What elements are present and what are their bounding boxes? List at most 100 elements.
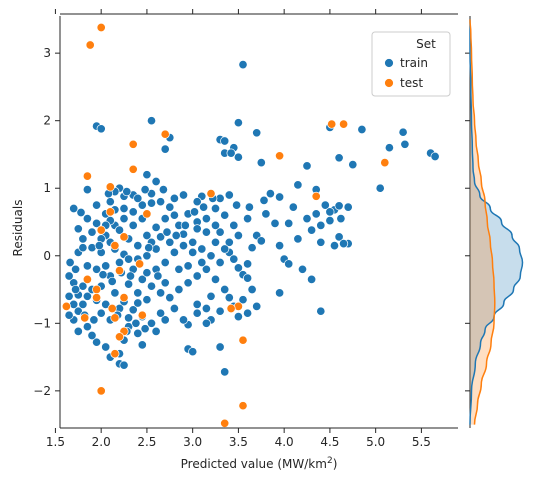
y-axis-ticks: −2 −1 0 1 2 3 <box>33 46 60 398</box>
point-train-23 <box>256 158 266 168</box>
point-train-57 <box>247 243 257 253</box>
point-train-222 <box>165 237 175 247</box>
point-train-58 <box>275 241 285 251</box>
point-test-26 <box>110 313 120 323</box>
point-train-63 <box>233 263 243 273</box>
point-train-54 <box>270 218 280 228</box>
point-train-223 <box>174 264 184 274</box>
point-train-137 <box>206 251 216 261</box>
point-train-180 <box>92 264 102 274</box>
point-train-62 <box>243 259 253 269</box>
point-train-229 <box>229 254 239 264</box>
point-train-29 <box>375 183 385 193</box>
point-train-242 <box>153 271 163 281</box>
point-test-13 <box>105 207 115 217</box>
point-train-24 <box>302 161 312 171</box>
point-train-262 <box>311 209 321 219</box>
point-train-265 <box>140 185 150 195</box>
point-train-127 <box>124 254 134 264</box>
point-train-96 <box>101 342 111 352</box>
point-train-192 <box>160 257 170 268</box>
point-test-24 <box>61 301 71 311</box>
point-train-37 <box>146 189 157 199</box>
point-train-210 <box>78 234 88 244</box>
point-train-190 <box>124 279 134 289</box>
point-test-11 <box>206 189 216 199</box>
point-train-148 <box>119 214 129 224</box>
point-train-246 <box>189 207 200 217</box>
point-train-72 <box>233 312 243 322</box>
point-train-154 <box>133 193 143 203</box>
point-train-227 <box>210 220 221 230</box>
point-train-193 <box>169 247 179 257</box>
point-train-67 <box>238 295 248 305</box>
point-train-256 <box>325 207 335 217</box>
point-train-219 <box>142 268 152 278</box>
point-test-14 <box>142 209 152 219</box>
point-train-218 <box>133 298 143 308</box>
point-train-83 <box>275 288 285 298</box>
point-train-217 <box>124 313 134 323</box>
point-test-35 <box>238 401 248 411</box>
point-test-23 <box>119 293 129 303</box>
point-test-3 <box>128 139 138 149</box>
point-train-230 <box>128 220 138 230</box>
point-test-15 <box>96 225 106 235</box>
point-train-156 <box>178 190 189 200</box>
point-train-77 <box>201 318 211 328</box>
point-train-46 <box>316 220 326 230</box>
point-train-45 <box>325 216 335 226</box>
x-tick-label: 3.5 <box>229 435 248 449</box>
point-test-37 <box>114 332 125 342</box>
point-train-89 <box>133 328 143 338</box>
point-test-18 <box>114 266 125 276</box>
point-train-269 <box>265 189 275 199</box>
point-train-31 <box>275 192 285 202</box>
point-train-16 <box>160 144 170 154</box>
point-train-110 <box>101 299 111 309</box>
point-train-170 <box>174 284 184 295</box>
point-train-120 <box>92 218 102 228</box>
point-train-251 <box>131 318 141 328</box>
point-test-1 <box>85 40 95 50</box>
x-tick-label: 1.5 <box>46 435 65 449</box>
point-train-260 <box>343 202 353 212</box>
point-train-270 <box>259 195 269 205</box>
point-train-158 <box>210 203 221 214</box>
y-tick-label: 2 <box>43 114 51 128</box>
point-train-159 <box>220 210 230 220</box>
point-test-32 <box>238 335 248 345</box>
point-train-239 <box>125 271 136 281</box>
point-train-13 <box>400 139 410 149</box>
point-train-19 <box>226 148 236 158</box>
point-train-103 <box>73 306 83 316</box>
point-train-157 <box>192 197 202 207</box>
point-train-247 <box>199 202 209 212</box>
y-tick-label: −2 <box>33 384 51 398</box>
point-train-161 <box>233 230 243 241</box>
point-train-155 <box>146 198 157 208</box>
point-train-5 <box>398 127 408 137</box>
point-train-201 <box>160 278 170 288</box>
point-train-175 <box>220 284 230 295</box>
point-test-10 <box>128 164 138 174</box>
point-train-130 <box>151 222 161 232</box>
legend-marker-train <box>384 58 394 68</box>
point-train-108 <box>82 291 92 301</box>
point-test-20 <box>82 274 92 284</box>
point-test-9 <box>105 182 115 192</box>
point-train-48 <box>334 232 344 242</box>
point-train-189 <box>133 288 143 298</box>
point-train-104 <box>78 299 88 309</box>
point-train-43 <box>334 201 344 211</box>
point-train-135 <box>188 237 198 247</box>
y-axis-label: Residuals <box>11 200 25 257</box>
point-train-11 <box>220 136 230 146</box>
legend-title: Set <box>416 37 436 51</box>
point-train-226 <box>201 214 211 224</box>
point-train-99 <box>82 322 92 332</box>
point-train-224 <box>183 261 193 271</box>
x-axis-ticks: 1.5 2.0 2.5 3.0 3.5 4.0 4.5 5.0 5.5 <box>46 428 431 449</box>
point-train-187 <box>156 308 166 318</box>
point-test-8 <box>82 171 92 181</box>
